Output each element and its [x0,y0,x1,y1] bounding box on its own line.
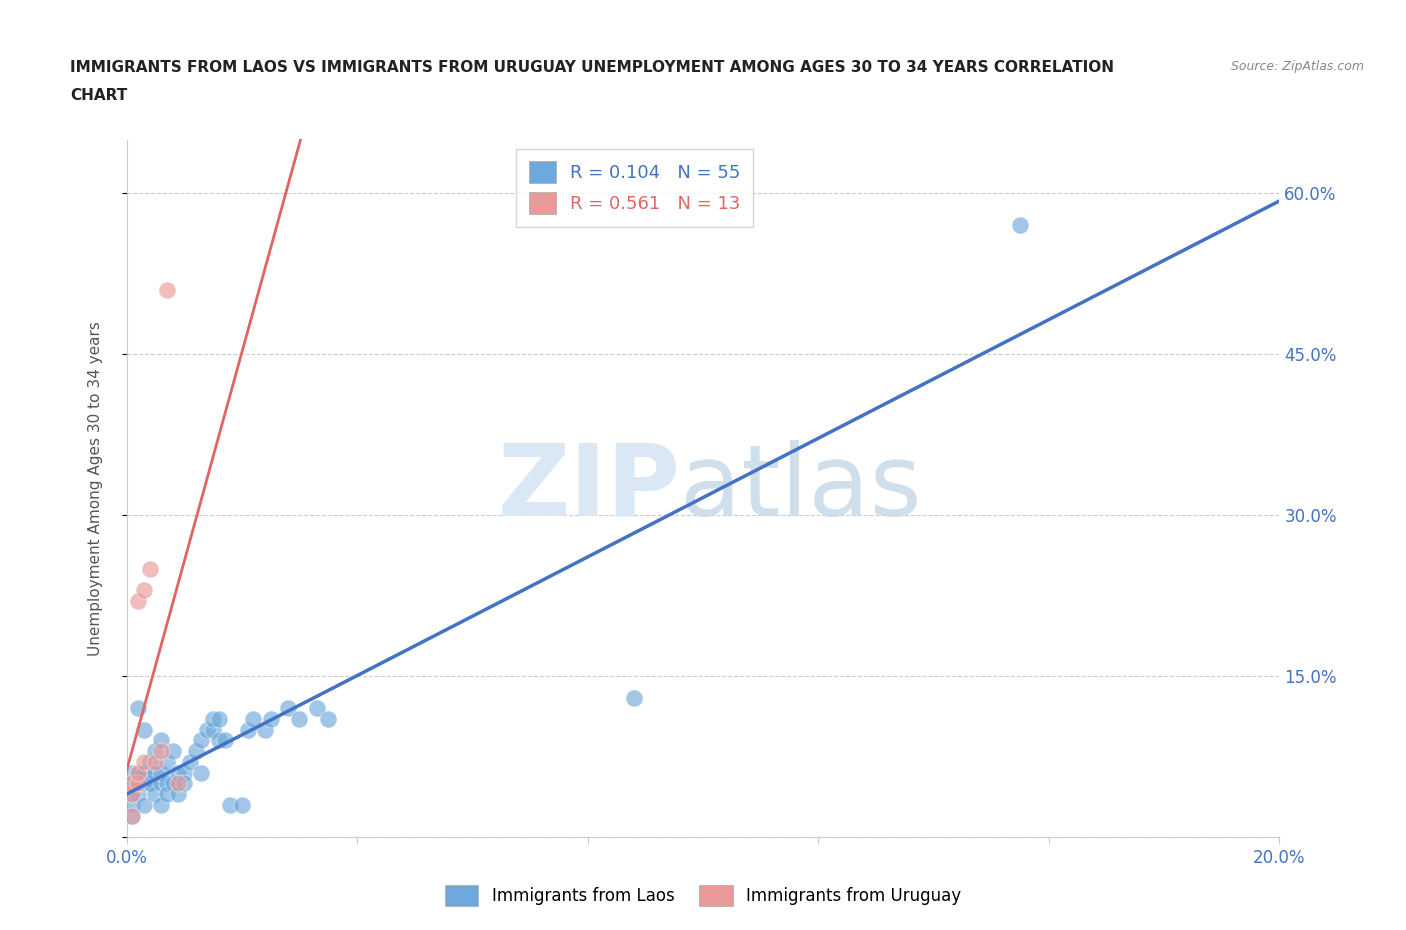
Point [167,765,190,780]
Point [173,776,195,790]
Point [121,776,143,790]
Point [132,797,155,812]
Point [231,797,253,812]
Point [156,787,179,802]
Text: Source: ZipAtlas.com: Source: ZipAtlas.com [1230,60,1364,73]
Point [318,711,340,726]
Point [195,723,218,737]
Point [179,754,201,769]
Point [121,808,143,823]
Point [150,733,173,748]
Point [127,701,149,716]
Point [132,723,155,737]
Point [145,754,166,769]
Point [184,744,207,759]
Point [150,744,173,759]
Point [145,744,166,759]
Point [138,562,160,577]
Point [173,765,195,780]
Point [162,776,184,790]
Point [127,593,149,608]
Point [132,776,155,790]
Point [623,690,645,705]
Point [202,711,225,726]
Text: CHART: CHART [70,88,128,103]
Legend: R = 0.104   N = 55, R = 0.561   N = 13: R = 0.104 N = 55, R = 0.561 N = 13 [516,149,754,227]
Point [121,808,143,823]
Point [127,765,149,780]
Point [167,787,190,802]
Point [202,723,225,737]
Point [1008,218,1031,232]
Point [121,776,143,790]
Point [259,711,281,726]
Point [127,776,149,790]
Point [242,711,264,726]
Point [127,787,149,802]
Point [156,754,179,769]
Point [127,776,149,790]
Point [127,765,149,780]
Point [277,701,299,716]
Text: atlas: atlas [681,440,921,537]
Legend: Immigrants from Laos, Immigrants from Uruguay: Immigrants from Laos, Immigrants from Ur… [439,879,967,912]
Point [288,711,311,726]
Point [190,733,212,748]
Point [150,765,173,780]
Point [208,733,231,748]
Point [156,283,179,298]
Point [121,765,143,780]
Point [132,765,155,780]
Point [156,776,179,790]
Point [236,723,259,737]
Point [145,765,166,780]
Point [132,754,155,769]
Point [132,583,155,598]
Text: ZIP: ZIP [498,440,681,537]
Point [132,765,155,780]
Point [121,787,143,802]
Point [190,765,212,780]
Point [138,776,160,790]
Point [138,754,160,769]
Point [121,797,143,812]
Point [150,797,173,812]
Point [214,733,236,748]
Point [253,723,276,737]
Text: IMMIGRANTS FROM LAOS VS IMMIGRANTS FROM URUGUAY UNEMPLOYMENT AMONG AGES 30 TO 34: IMMIGRANTS FROM LAOS VS IMMIGRANTS FROM … [70,60,1115,75]
Point [162,744,184,759]
Point [167,776,190,790]
Point [150,776,173,790]
Point [138,776,160,790]
Point [208,711,231,726]
Point [121,787,143,802]
Y-axis label: Unemployment Among Ages 30 to 34 years: Unemployment Among Ages 30 to 34 years [89,321,103,656]
Point [145,787,166,802]
Point [305,701,328,716]
Point [219,797,242,812]
